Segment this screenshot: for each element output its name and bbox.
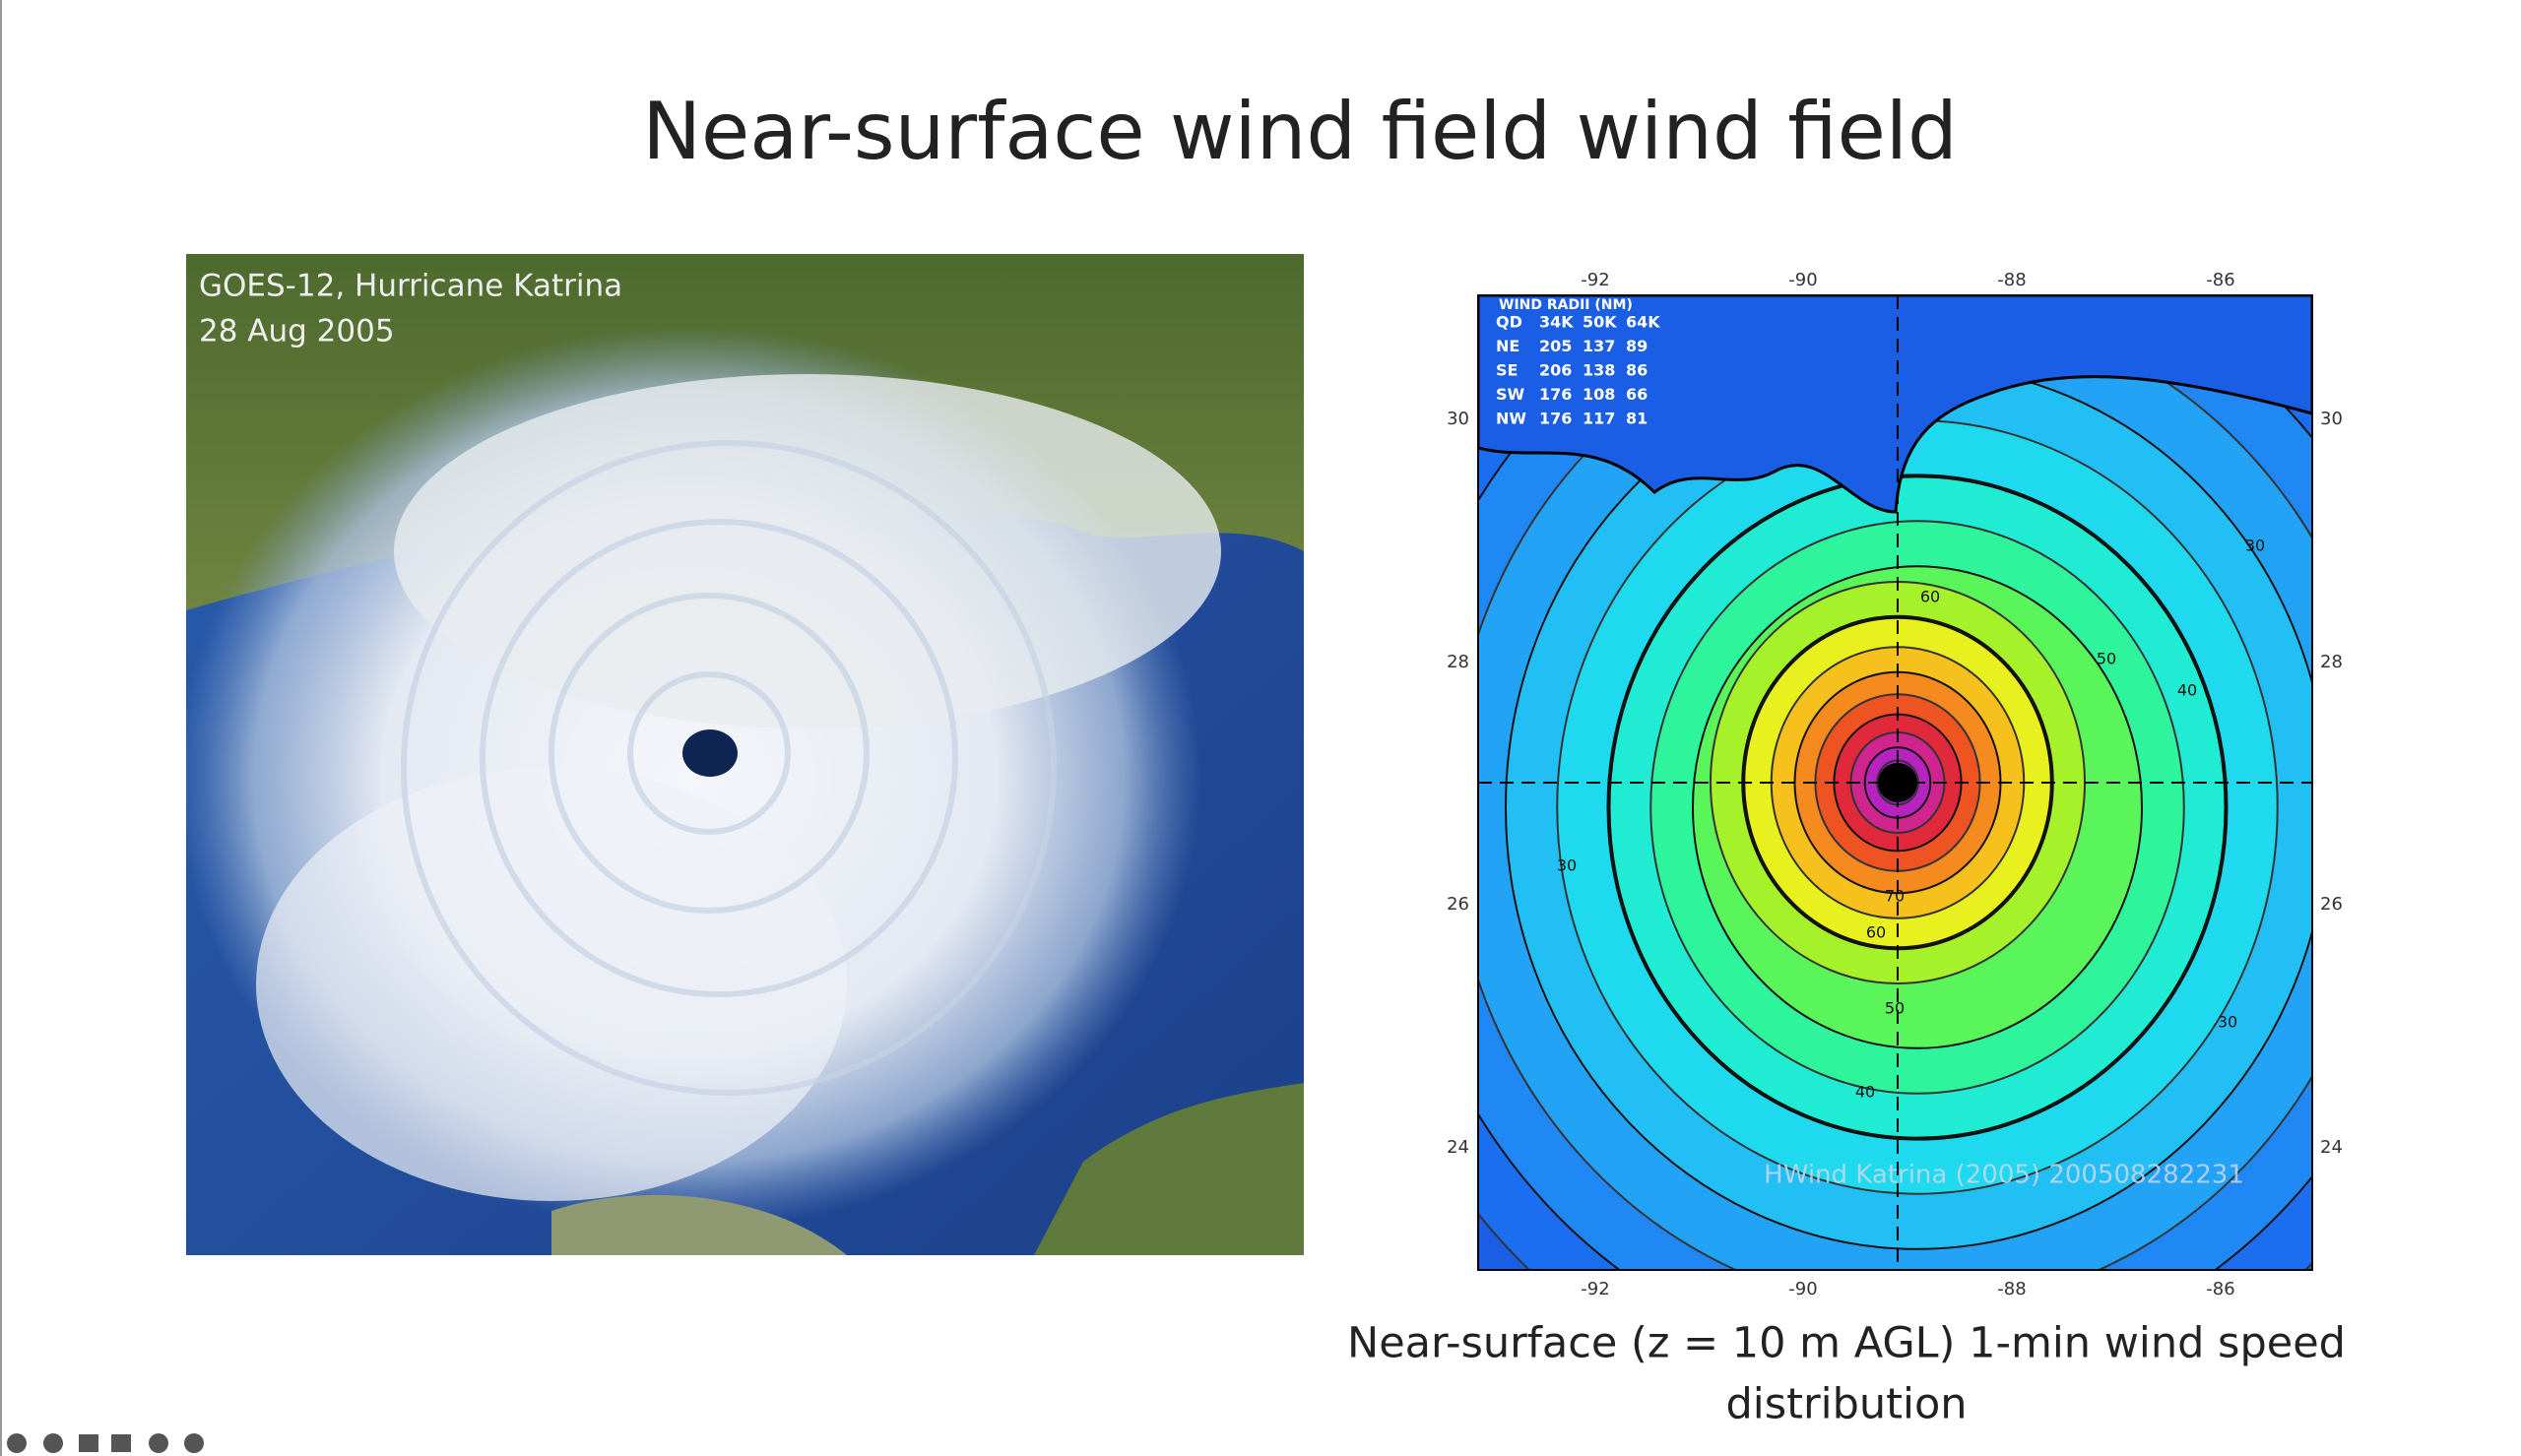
radii-cell: 50K [1583, 313, 1617, 332]
slide-title: Near-surface wind field wind field [642, 86, 1958, 177]
x-axis-label: -92 [1581, 1279, 1609, 1299]
x-axis-label: -92 [1581, 270, 1609, 290]
contour-label: 30 [2218, 1013, 2237, 1032]
toolbar-button[interactable] [43, 1433, 63, 1453]
radii-cell: 81 [1626, 410, 1648, 428]
x-axis-label: -86 [2206, 1279, 2234, 1299]
y-axis-label: 26 [1447, 894, 1469, 915]
toolbar-button[interactable] [149, 1433, 168, 1453]
radii-cell: 108 [1583, 385, 1615, 404]
radii-cell: SE [1496, 361, 1518, 380]
y-axis-label: 28 [1447, 652, 1469, 672]
contour-label: 30 [2245, 537, 2265, 555]
radii-cell: NW [1496, 410, 1526, 428]
radii-header: WIND RADII (NM) [1499, 297, 1633, 313]
contour-label: 50 [2097, 650, 2116, 668]
radii-cell: 89 [1626, 337, 1648, 355]
y-axis-label: 30 [1447, 409, 1469, 429]
satellite-image [186, 254, 1304, 1255]
toolbar-button[interactable] [7, 1433, 27, 1453]
toolbar-button[interactable] [184, 1433, 204, 1453]
toolbar-button[interactable] [79, 1434, 98, 1452]
y-axis-label: 30 [2320, 409, 2343, 429]
coastline [1478, 295, 2312, 514]
map-frame [1477, 294, 2313, 1271]
radii-cell: SW [1496, 385, 1525, 404]
presenter-toolbar [7, 1433, 204, 1453]
y-axis-label: 26 [2320, 894, 2343, 915]
contour-label: 60 [1866, 923, 1886, 942]
contour-label: 40 [2177, 681, 2197, 700]
radii-cell: 64K [1626, 313, 1660, 332]
map-field [1478, 295, 2312, 1270]
radii-cell: 206 [1539, 361, 1572, 380]
x-axis-label: -88 [1997, 1279, 2026, 1299]
contour-label: 70 [1885, 887, 1905, 906]
radii-cell: 117 [1583, 410, 1615, 428]
contour-label: 60 [1920, 588, 1940, 606]
x-axis-label: -88 [1997, 270, 2026, 290]
radii-cell: 176 [1539, 410, 1572, 428]
y-axis-label: 28 [2320, 652, 2343, 672]
radii-cell: 86 [1626, 361, 1648, 380]
radii-cell: QD [1496, 313, 1522, 332]
caption: distribution [1725, 1380, 1967, 1429]
y-axis-label: 24 [1447, 1137, 1469, 1158]
x-axis-label: -90 [1788, 1279, 1817, 1299]
radii-cell: 34K [1539, 313, 1574, 332]
x-axis-label: -86 [2206, 270, 2234, 290]
radii-cell: NE [1496, 337, 1519, 355]
map-credit: HWind Katrina (2005) 200508282231 [1764, 1161, 2244, 1190]
radii-cell: 137 [1583, 337, 1615, 355]
x-axis-label: -90 [1788, 270, 1817, 290]
contour-label: 40 [1855, 1083, 1875, 1102]
image-label: 28 Aug 2005 [199, 314, 395, 349]
radii-cell: 205 [1539, 337, 1572, 355]
contour-label: 50 [1885, 999, 1905, 1018]
wind-map: -92 -92 -90 -90 -88 -88 -86 -86 30 30 28 28 26 26 24 24… [1447, 270, 2343, 1299]
image-label: GOES-12, Hurricane Katrina [199, 269, 622, 304]
radii-cell: 176 [1539, 385, 1572, 404]
radii-cell: 138 [1583, 361, 1615, 380]
caption: Near-surface (z = 10 m AGL) 1-min wind s… [1347, 1319, 2346, 1368]
y-axis-label: 24 [2320, 1137, 2343, 1158]
radii-cell: 66 [1626, 385, 1648, 404]
toolbar-button[interactable] [111, 1434, 131, 1452]
contour-label: 30 [1557, 856, 1577, 875]
